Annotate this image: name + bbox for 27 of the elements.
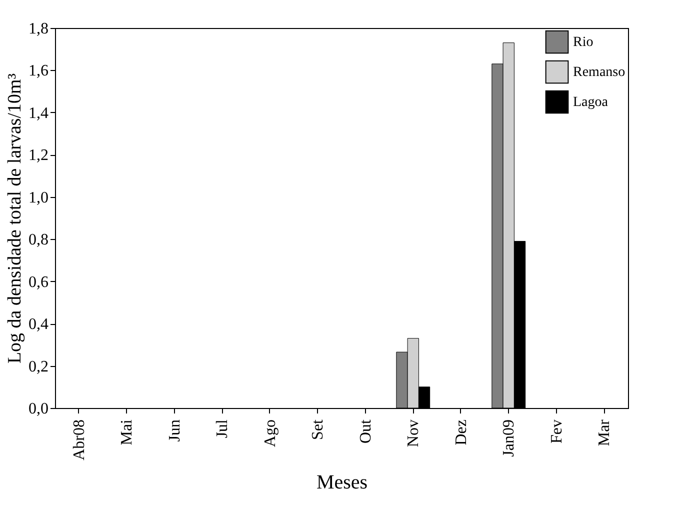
y-tick-label: 1,8 xyxy=(28,20,48,38)
x-tick-label: Fev xyxy=(548,420,566,444)
x-axis-title: Meses xyxy=(316,471,368,494)
x-tick-label: Ago xyxy=(262,420,279,448)
y-tick-label: 1,0 xyxy=(28,189,48,206)
y-tick-label: 0,2 xyxy=(28,358,48,376)
y-tick-label: 0,0 xyxy=(28,400,48,418)
x-tick-label: Nov xyxy=(405,420,422,448)
legend-label: Rio xyxy=(573,35,594,50)
y-tick-label: 0,6 xyxy=(28,274,48,291)
x-tick-label: Abr08 xyxy=(70,420,88,460)
legend-label: Lagoa xyxy=(573,95,609,110)
y-tick-label: 1,2 xyxy=(28,147,48,164)
x-tick-label: Mar xyxy=(596,418,614,446)
x-tick-label: Jan09 xyxy=(500,420,518,457)
y-tick-label: 0,8 xyxy=(28,232,48,249)
x-tick-label: Jun xyxy=(166,420,184,442)
x-tick-label: Mai xyxy=(118,418,136,446)
y-tick-label: 0,4 xyxy=(28,316,48,334)
y-tick-label: 1,6 xyxy=(28,62,48,80)
x-tick-label: Set xyxy=(310,418,327,440)
y-tick-label: 1,4 xyxy=(28,104,48,122)
x-tick-label: Jul xyxy=(214,418,232,438)
legend-label: Remanso xyxy=(573,65,626,80)
y-axis-title: Log da densidade total de larvas/10m³ xyxy=(4,73,26,364)
x-tick-label: Dez xyxy=(452,420,470,446)
x-tick-label: Out xyxy=(357,418,374,444)
